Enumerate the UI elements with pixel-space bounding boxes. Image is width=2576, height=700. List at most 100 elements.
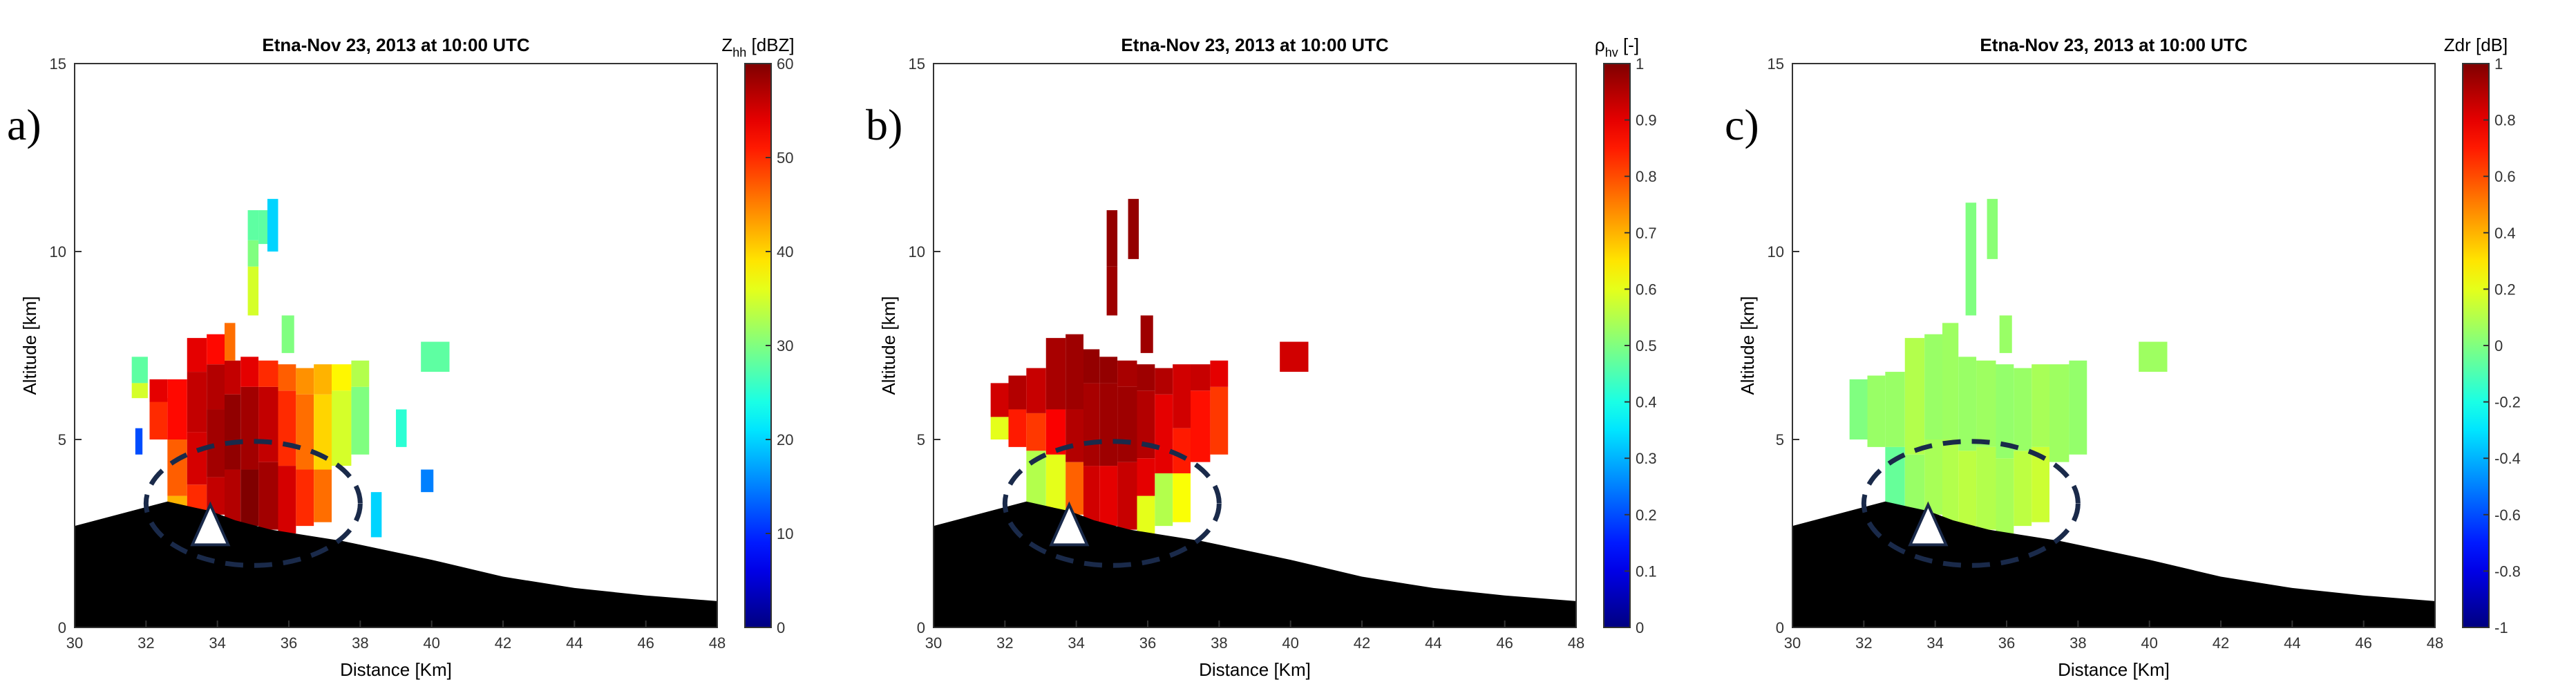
colorbar-tick-label: 40 <box>777 243 793 261</box>
heatmap-cell <box>1026 368 1046 413</box>
x-tick-label: 36 <box>281 634 297 652</box>
heatmap-cell <box>332 364 352 391</box>
x-tick-label: 40 <box>2141 634 2157 652</box>
heatmap-cell <box>1099 383 1118 466</box>
heatmap-cell <box>1849 379 1868 439</box>
heatmap-cell <box>1117 462 1137 530</box>
heatmap-cell <box>167 379 187 439</box>
x-tick-label: 38 <box>2070 634 2086 652</box>
colorbar-tick-label: 10 <box>777 525 793 542</box>
heatmap-cell <box>1965 202 1977 316</box>
heatmap-cell <box>225 469 241 522</box>
heatmap-cell <box>1008 409 1027 447</box>
heatmap-cell <box>1083 466 1100 522</box>
colorbar-tick-label: 1 <box>1636 55 1644 73</box>
x-tick-label: 42 <box>1354 634 1370 652</box>
heatmap-cell <box>131 383 148 399</box>
y-axis-label: Altitude [km] <box>19 296 40 395</box>
heatmap-cell <box>351 386 370 455</box>
colorbar-tick-label: 0.4 <box>2494 225 2516 242</box>
heatmap-cell <box>296 368 314 395</box>
heatmap-cell <box>1210 386 1229 455</box>
heatmap-cell <box>1942 323 1959 439</box>
x-tick-label: 30 <box>1784 634 1801 652</box>
heatmap-cell <box>247 266 259 316</box>
x-axis-label: Distance [Km] <box>1199 659 1311 680</box>
x-tick-label: 42 <box>2213 634 2229 652</box>
x-tick-label: 36 <box>1998 634 2015 652</box>
heatmap-cell <box>1083 349 1100 384</box>
heatmap-cell <box>1999 315 2012 353</box>
colorbar-label: ρhv [-] <box>1595 35 1639 59</box>
heatmap-cell <box>1026 413 1046 451</box>
panel-b: 30 32 34 36 38 40 42 44 46 48 0 5 10 15 Etna-Nov 23, 2… <box>859 0 1717 700</box>
colorbar-tick-label: 0 <box>2494 337 2503 354</box>
heatmap-cell <box>421 469 434 493</box>
colorbar-label-unit: [dBZ] <box>746 35 794 55</box>
x-tick-label: 46 <box>637 634 654 652</box>
colorbar-label: Zdr [dB] <box>2444 35 2508 55</box>
y-tick-label: 0 <box>917 619 925 636</box>
heatmap-cell <box>2049 364 2070 462</box>
heatmap-cell <box>1191 364 1211 391</box>
heatmap-cell <box>2069 360 2087 455</box>
heatmap-cell <box>370 492 382 538</box>
x-tick-label: 46 <box>1496 634 1513 652</box>
colorbar-tick-label: -0.2 <box>2494 394 2521 411</box>
panel-letter: c) <box>1725 100 1759 149</box>
x-tick-label: 38 <box>352 634 368 652</box>
heatmap-cell <box>1210 360 1229 387</box>
heatmap-cell <box>296 394 314 470</box>
heatmap-cell <box>187 432 207 485</box>
heatmap-cell <box>207 409 225 477</box>
heatmap-cell <box>225 394 241 470</box>
heatmap-cell <box>2032 364 2049 447</box>
heatmap-cell <box>1066 409 1083 462</box>
y-tick-label: 10 <box>50 243 66 261</box>
heatmap-cell <box>1155 368 1173 395</box>
heatmap-cell <box>240 469 259 527</box>
colorbar-label-sub: hh <box>732 46 746 59</box>
y-tick-label: 15 <box>50 55 66 73</box>
heatmap-cell <box>990 383 1009 417</box>
x-axis-label: Distance [Km] <box>2058 659 2170 680</box>
x-tick-label: 40 <box>1282 634 1298 652</box>
heatmap-cell <box>1280 341 1309 372</box>
x-tick-label: 34 <box>1926 634 1943 652</box>
heatmap-cell <box>278 466 296 533</box>
heatmap-cell <box>1924 439 1942 515</box>
colorbar-tick-label: 60 <box>777 55 793 73</box>
heatmap-cell <box>225 323 236 361</box>
heatmap-cell <box>351 360 370 387</box>
heatmap-cell <box>1106 266 1118 316</box>
colorbar-label-main: Z <box>721 35 732 55</box>
colorbar-tick-label: 50 <box>777 149 793 167</box>
chart-title: Etna-Nov 23, 2013 at 10:00 UTC <box>1121 35 1388 55</box>
y-tick-label: 5 <box>1776 431 1784 448</box>
x-tick-label: 32 <box>138 634 154 652</box>
y-tick-label: 10 <box>1768 243 1784 261</box>
heatmap-cell <box>1904 338 1925 455</box>
x-tick-label: 42 <box>495 634 511 652</box>
heatmap-cell <box>1173 428 1191 473</box>
x-tick-label: 32 <box>996 634 1013 652</box>
colorbar-tick-label: 0.4 <box>1636 394 1657 411</box>
heatmap-cell <box>131 357 148 384</box>
heatmap-cell <box>1976 360 1996 447</box>
y-tick-label: 15 <box>1768 55 1784 73</box>
heatmap-cell <box>2139 341 2168 372</box>
x-tick-label: 40 <box>423 634 439 652</box>
heatmap-cell <box>1958 451 1977 527</box>
x-tick-label: 30 <box>66 634 83 652</box>
panel-c: 30 32 34 36 38 40 42 44 46 48 0 5 10 15 Etna-Nov 23, 2… <box>1718 0 2576 700</box>
x-tick-label: 44 <box>1425 634 1441 652</box>
heatmap-cell <box>2014 451 2032 527</box>
heatmap-cell <box>396 409 407 447</box>
panel-letter: a) <box>7 100 41 149</box>
heatmap-cell <box>207 334 225 365</box>
vent-triangle-icon <box>190 501 231 547</box>
heatmap-cell <box>258 386 278 462</box>
x-tick-label: 46 <box>2355 634 2371 652</box>
